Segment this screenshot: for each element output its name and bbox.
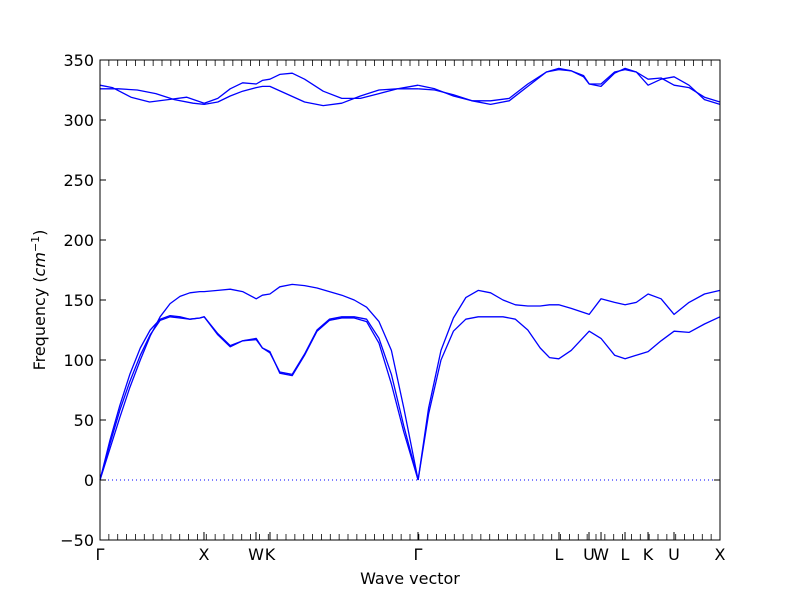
- y-axis-label-unit: cm: [30, 252, 49, 276]
- y-tick-label: 350: [63, 51, 94, 70]
- x-tick-label: L: [621, 545, 630, 564]
- x-tick-label: K: [265, 545, 276, 564]
- x-tick-label: Γ: [414, 545, 423, 564]
- y-tick-label: 200: [63, 231, 94, 250]
- x-tick-label: Γ: [96, 545, 105, 564]
- y-tick-label: 300: [63, 111, 94, 130]
- y-tick-label: 100: [63, 351, 94, 370]
- y-axis-label-exponent: −1: [29, 236, 42, 252]
- y-axis-label-close: ): [30, 230, 49, 236]
- x-axis-label: Wave vector: [360, 569, 460, 588]
- x-tick-label: X: [715, 545, 726, 564]
- x-tick-label: K: [643, 545, 654, 564]
- x-tick-label: L: [555, 545, 564, 564]
- y-tick-label: 0: [84, 471, 94, 490]
- x-tick-label: W: [248, 545, 264, 564]
- y-tick-label: 250: [63, 171, 94, 190]
- y-axis-label-text: Frequency (: [30, 276, 49, 370]
- plot-area: [99, 67, 721, 481]
- series-line-2: [99, 316, 419, 481]
- x-tick-label: U: [668, 545, 680, 564]
- x-tick-label: U: [583, 545, 595, 564]
- series-line-9: [418, 67, 721, 106]
- x-tick-label: W: [593, 545, 609, 564]
- series-line-5: [417, 289, 721, 481]
- y-tick-label: 150: [63, 291, 94, 310]
- axes-frame: [99, 59, 721, 541]
- series-line-4: [417, 316, 721, 481]
- y-axis-label: Frequency (cm−1): [29, 230, 49, 371]
- x-tick-label: X: [198, 545, 209, 564]
- y-tick-label: −50: [60, 531, 94, 550]
- series-line-7: [100, 85, 419, 107]
- y-tick-label: 50: [74, 411, 94, 430]
- series-line-3: [99, 283, 419, 481]
- series-line-6: [99, 72, 419, 104]
